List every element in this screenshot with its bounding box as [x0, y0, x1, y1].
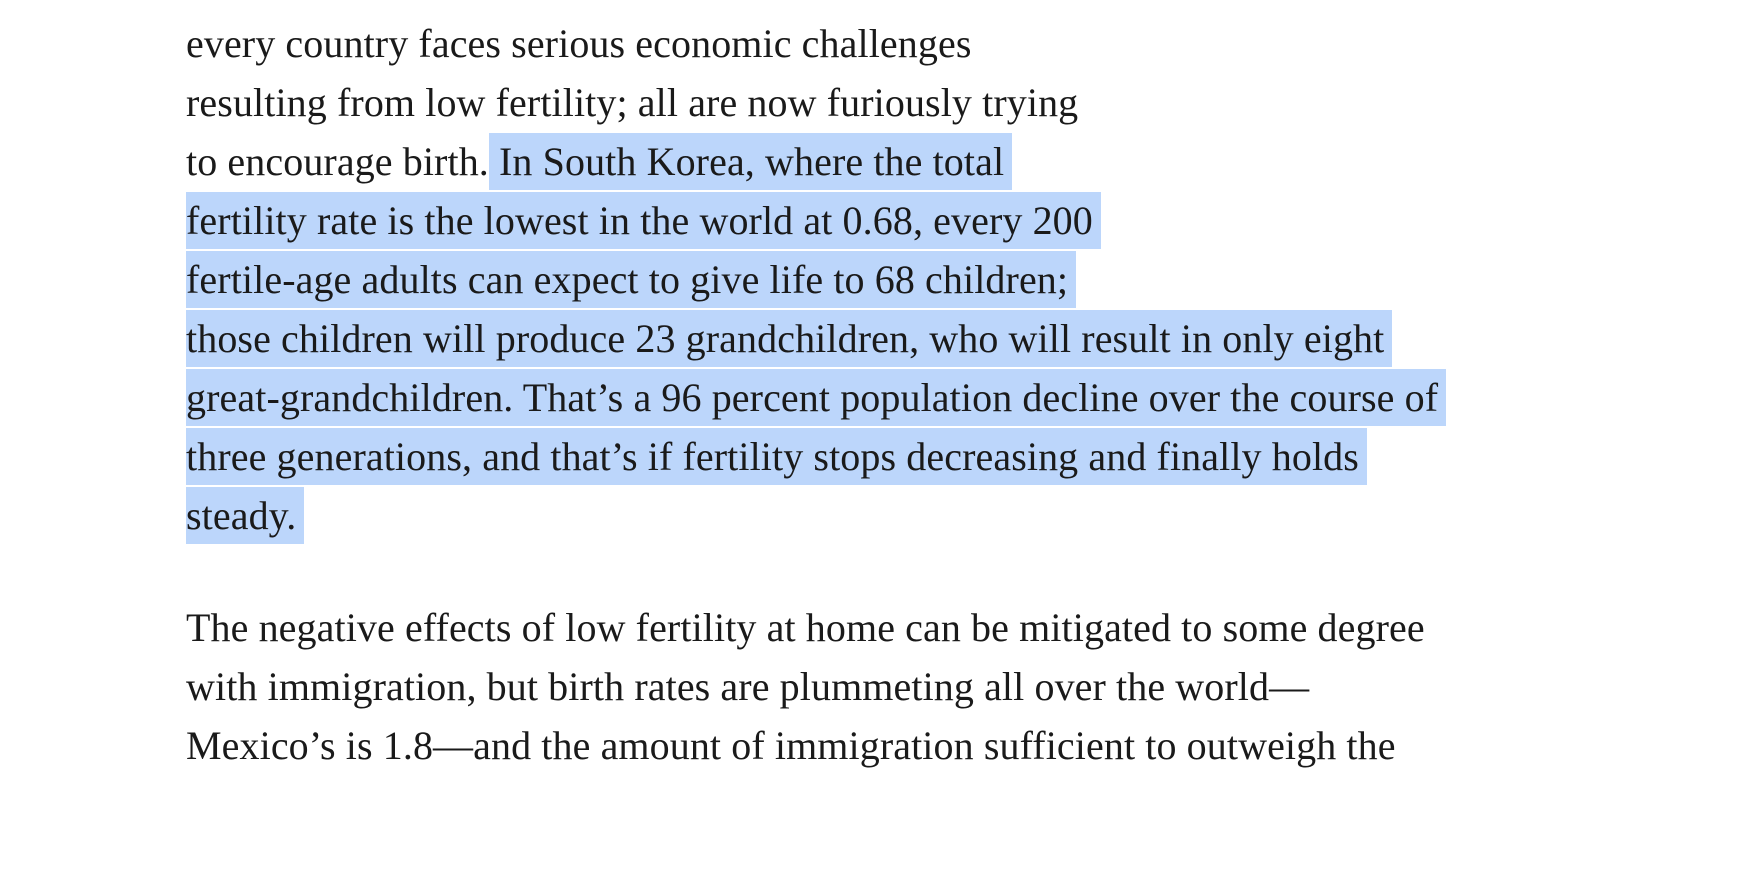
paragraph-1-line-3: to encourage birth. In South Korea, wher… — [186, 132, 1013, 192]
paragraph-1-line-9: steady. — [186, 486, 305, 546]
paragraph-1-line-5: fertile-age adults can expect to give li… — [186, 250, 1077, 310]
paragraph-2-line-1: The negative effects of low fertility at… — [186, 605, 1425, 650]
selected-text-line-6[interactable]: three generations, and that’s if fertili… — [186, 428, 1367, 485]
paragraph-1-line-8: three generations, and that’s if fertili… — [186, 427, 1367, 487]
paragraph-1-line-4: fertility rate is the lowest in the worl… — [186, 191, 1101, 251]
paragraph-1-line-7: great-grandchildren. That’s a 96 percent… — [186, 368, 1447, 428]
selected-text-line-5[interactable]: great-grandchildren. That’s a 96 percent… — [186, 369, 1447, 426]
paragraph-1-line-3-text: to encourage birth. — [186, 139, 489, 184]
selected-text-line-2[interactable]: fertility rate is the lowest in the worl… — [186, 192, 1101, 249]
paragraph-1-line-6: those children will produce 23 grandchil… — [186, 309, 1393, 369]
paragraph-2-line-3: Mexico’s is 1.8—and the amount of immigr… — [186, 723, 1396, 768]
paragraph-1-line-2: resulting from low fertility; all are no… — [186, 80, 1079, 125]
selected-text-line-4[interactable]: those children will produce 23 grandchil… — [186, 310, 1393, 367]
paragraph-1-line-1: every country faces serious economic cha… — [186, 21, 972, 66]
paragraph-2-line-2: with immigration, but birth rates are pl… — [186, 664, 1310, 709]
selected-text-line-1[interactable]: In South Korea, where the total — [489, 133, 1013, 190]
selected-text-line-3[interactable]: fertile-age adults can expect to give li… — [186, 251, 1077, 308]
selected-text-line-7[interactable]: steady. — [186, 487, 305, 544]
